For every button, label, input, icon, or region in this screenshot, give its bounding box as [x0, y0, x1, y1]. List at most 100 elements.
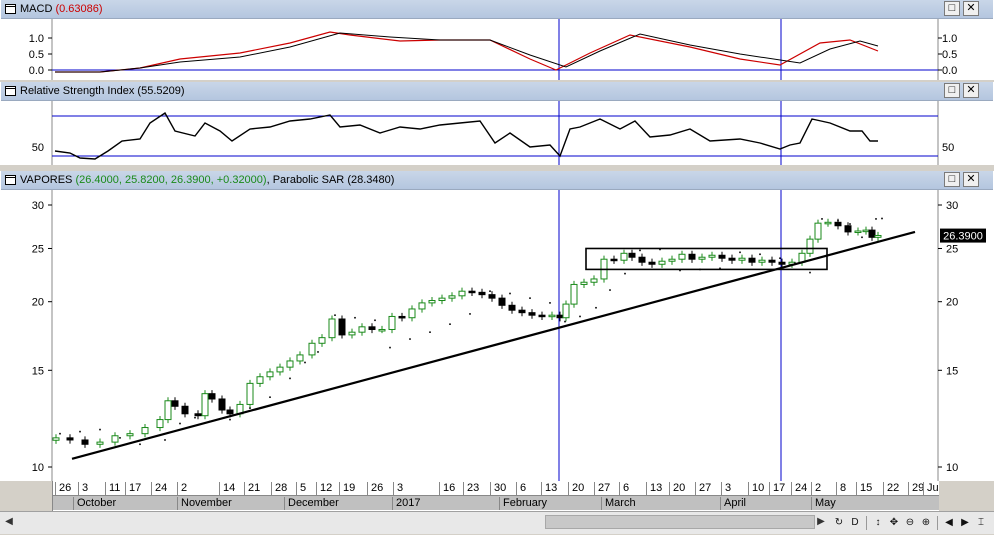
window-icon: [5, 86, 16, 96]
sar-dot: [719, 267, 721, 270]
sar-dot: [849, 223, 851, 225]
candle-body: [854, 230, 862, 234]
month-label: May: [811, 497, 836, 510]
month-label: March: [601, 497, 636, 510]
close-button[interactable]: ✕: [963, 172, 979, 187]
price-title: VAPORES: [20, 174, 73, 186]
last-price-label: 26.3900: [943, 231, 983, 243]
sar-value: (28.3480): [347, 174, 395, 186]
candle-body: [708, 254, 716, 258]
refresh-icon[interactable]: ↻: [834, 517, 844, 528]
day-label: 24: [151, 482, 167, 495]
d-icon[interactable]: D: [851, 517, 859, 528]
sar-dot: [179, 422, 181, 425]
day-label: 16: [439, 482, 455, 495]
candle-body: [156, 419, 164, 429]
price-y-label-left: 30: [32, 200, 44, 212]
consolidation-box: [585, 247, 828, 271]
candle-body: [508, 304, 516, 311]
horizontal-scrollbar[interactable]: ◀ ▶: [0, 511, 830, 534]
move-vertical-icon[interactable]: ↕: [875, 517, 881, 528]
zoom-out-icon[interactable]: ⊖: [905, 517, 915, 528]
candle-body: [276, 366, 284, 373]
scrollbar-thumb[interactable]: [545, 515, 815, 529]
candle-body: [638, 256, 646, 263]
candle-body: [658, 260, 666, 265]
sar-dot: [509, 292, 511, 295]
scroll-left-icon[interactable]: ◀: [945, 517, 953, 528]
price-title-bar[interactable]: VAPORES (26.4000, 25.8200, 26.3900, +0.3…: [1, 171, 993, 190]
last-price-box: [940, 228, 986, 243]
sar-dot: [289, 377, 291, 380]
cursor-icon[interactable]: ⌶: [978, 517, 984, 528]
macd-y-label-right: 0.5: [942, 49, 957, 61]
candle-body: [266, 371, 274, 378]
day-label: 17: [769, 482, 785, 495]
sar-dot: [354, 316, 356, 319]
scroll-left-arrow-icon[interactable]: ◀: [5, 516, 13, 527]
candle-body: [498, 297, 506, 306]
rsi-y-label-left: 50: [32, 142, 44, 154]
sar-dot: [609, 289, 611, 291]
macd-line: [55, 32, 879, 73]
candle-body: [208, 393, 216, 400]
candle-body: [814, 222, 822, 240]
scroll-right-icon[interactable]: ▶: [961, 517, 969, 528]
candle-body: [778, 261, 786, 265]
candle-body: [468, 290, 476, 294]
candle-body: [428, 300, 436, 304]
candle-body: [620, 252, 628, 261]
candle-body: [398, 315, 406, 319]
price-y-label-right: 20: [946, 297, 958, 309]
candle-body: [201, 393, 209, 417]
sar-dot: [595, 306, 597, 309]
candle-body: [562, 303, 570, 319]
maximize-button[interactable]: □: [944, 172, 960, 187]
candle-body: [164, 400, 172, 421]
rsi-chart: 50 50: [32, 101, 954, 165]
rsi-title-bar[interactable]: Relative Strength Index (55.5209) □ ✕: [1, 82, 993, 101]
candle-body: [111, 435, 119, 443]
candle-body: [688, 253, 696, 260]
maximize-button[interactable]: □: [944, 83, 960, 98]
month-label: 2017: [392, 497, 420, 510]
macd-value: (0.63086): [55, 3, 103, 15]
candle-body: [748, 257, 756, 263]
candle-body: [478, 291, 486, 296]
sar-title: Parabolic SAR: [272, 174, 345, 186]
sar-dot: [374, 319, 376, 322]
maximize-button[interactable]: □: [944, 1, 960, 16]
price-y-label-left: 10: [32, 462, 44, 474]
month-label: December: [284, 497, 339, 510]
close-button[interactable]: ✕: [963, 1, 979, 16]
price-ohlc: (26.4000, 25.8200, 26.3900, +0.32000): [75, 174, 267, 186]
candle-body: [806, 238, 814, 254]
day-label: 10: [748, 482, 764, 495]
sar-dot: [59, 432, 61, 435]
macd-title-bar[interactable]: MACD (0.63086) □ ✕: [1, 0, 993, 19]
day-label: 2: [811, 482, 821, 495]
candle-body: [318, 337, 326, 344]
candle-body: [358, 326, 366, 333]
candle-body: [52, 437, 60, 441]
candle-body: [194, 413, 202, 417]
window-icon: [5, 4, 16, 14]
day-label: 2: [177, 482, 187, 495]
sar-dot: [389, 346, 391, 349]
zoom-in-icon[interactable]: ⊕: [921, 517, 931, 528]
macd-y-label-left: 1.0: [29, 33, 44, 45]
day-label: 22: [883, 482, 899, 495]
day-label: 8: [836, 482, 846, 495]
sar-dot: [679, 269, 681, 272]
price-chart[interactable]: 30 30 25 25 20 20 15 15 10 10 26.3900: [0, 190, 994, 481]
scroll-right-arrow-icon[interactable]: ▶: [817, 516, 825, 527]
rsi-title: Relative Strength Index: [20, 85, 135, 97]
sar-dot: [164, 439, 166, 441]
sar-dot: [489, 290, 491, 292]
move-all-icon[interactable]: ✥: [889, 517, 899, 528]
day-label: 20: [568, 482, 584, 495]
candle-body: [868, 229, 876, 238]
close-button[interactable]: ✕: [963, 83, 979, 98]
sar-dot: [194, 416, 196, 419]
candle-body: [218, 398, 226, 411]
